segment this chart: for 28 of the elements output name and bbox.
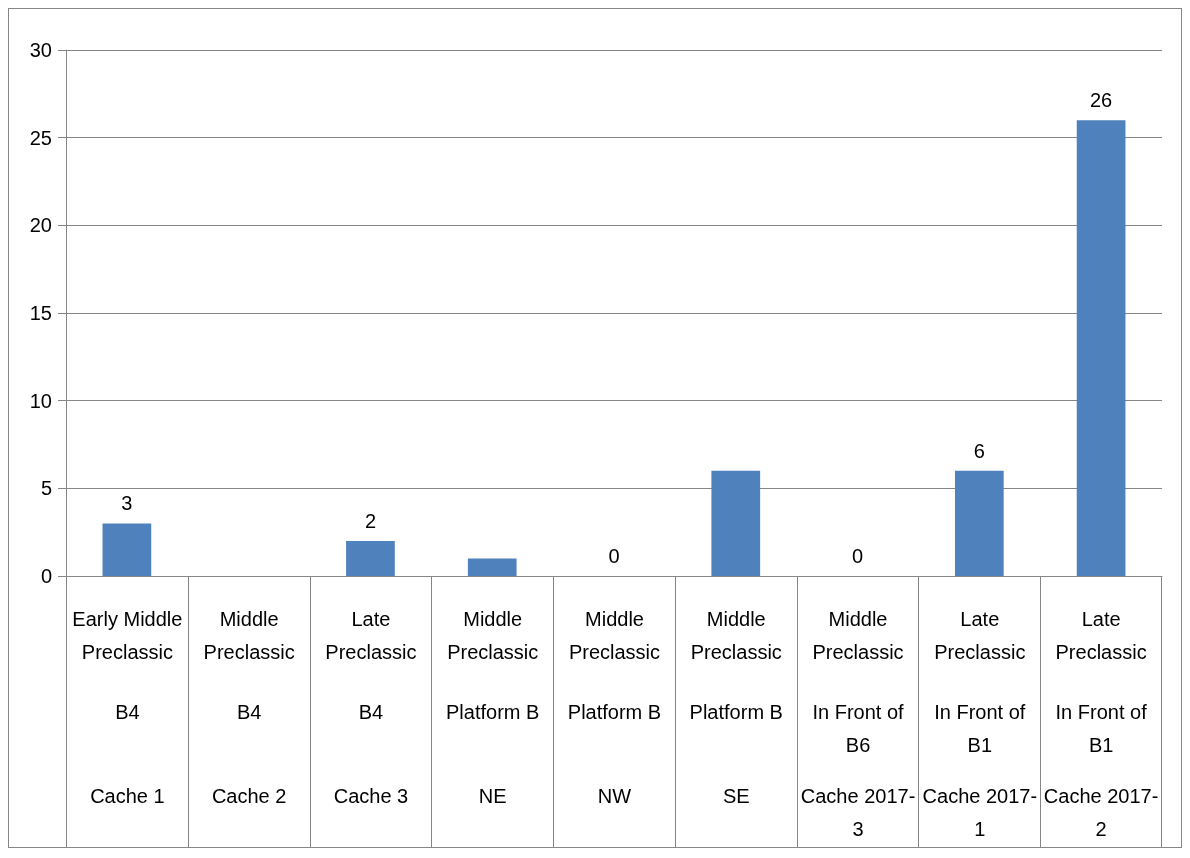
data-label: 26 (1089, 89, 1113, 112)
category-label: Late Preclassic B4 Cache 3 (325, 608, 417, 807)
category-label: Late Preclassic In Front of B1 Cache 2017-1 (922, 608, 1038, 840)
bar (711, 470, 761, 576)
bar (346, 540, 395, 576)
category-label: Early Middle Preclassic B4 Cache 1 (72, 608, 183, 807)
category-label: Middle Preclassic B4 Cache 2 (203, 608, 295, 807)
y-tick-label: 15 (29, 302, 52, 324)
y-tick-label: 25 (29, 126, 52, 149)
data-label: 0 (851, 545, 864, 567)
y-tick-label: 5 (40, 477, 52, 500)
data-label: 0 (608, 545, 620, 567)
data-label: 6 (973, 439, 985, 462)
data-label: 3 (121, 492, 133, 515)
category-label: Middle Preclassic In Front of B6 Cache 2017-3 (800, 608, 916, 840)
bar (467, 558, 517, 576)
category-label: Late Preclassic In Front of B1 Cache 2017-2 (1043, 608, 1159, 840)
bar (954, 470, 1004, 576)
y-tick-label: 30 (29, 39, 52, 61)
bar (1076, 120, 1126, 576)
y-tick-label: 0 (40, 565, 52, 587)
category-label: Middle Preclassic Platform B NE (446, 608, 540, 807)
y-tick-label: 10 (29, 389, 52, 412)
y-tick-label: 20 (29, 214, 52, 237)
category-label: Middle Preclassic Platform B NW (567, 608, 662, 807)
bar (102, 523, 152, 576)
data-label: 2 (364, 509, 377, 532)
category-label: Middle Preclassic Platform B SE (689, 608, 783, 807)
